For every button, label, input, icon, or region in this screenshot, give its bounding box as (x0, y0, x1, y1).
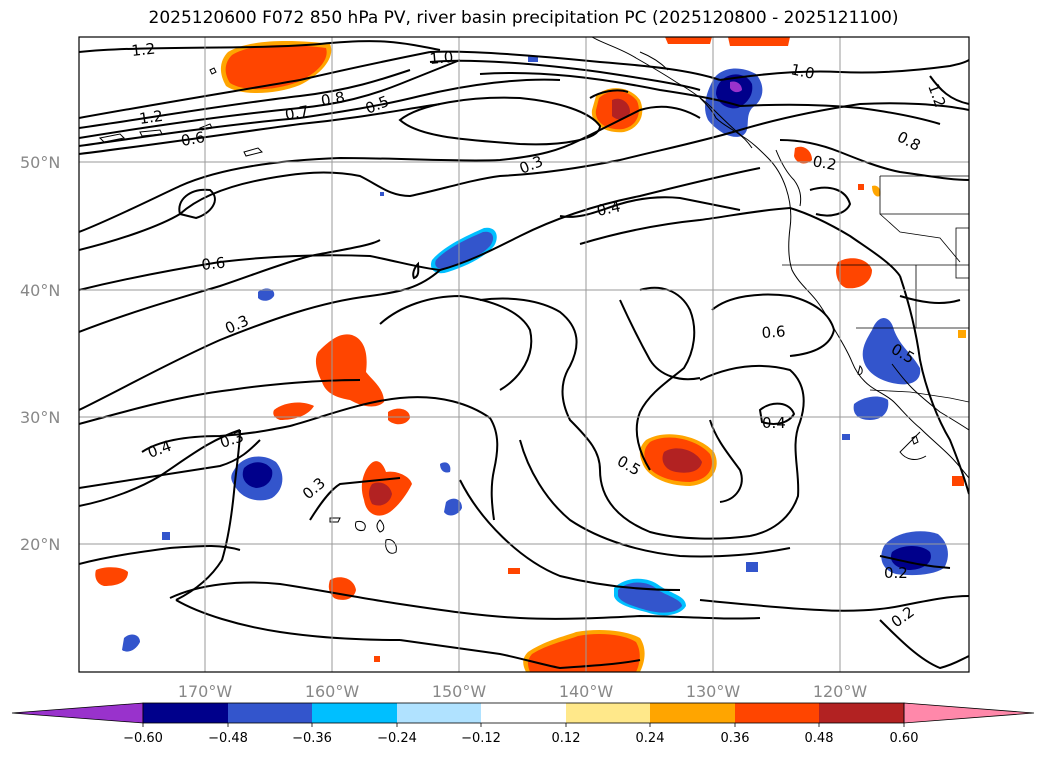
precip-blob (862, 318, 921, 385)
longitude-labels: 170°W 160°W 150°W 140°W 130°W 120°W (178, 682, 868, 701)
precip-blob (122, 634, 140, 652)
colorbar-segment (397, 703, 481, 723)
colorbar-segment (143, 703, 228, 723)
pv-contour-label: 0.7 (284, 102, 311, 124)
precip-blob (273, 402, 314, 420)
map-frame (78, 36, 970, 673)
pv-contour-label: 0.6 (761, 322, 786, 342)
precip-blob (315, 334, 384, 407)
lat-label: 40°N (20, 281, 60, 300)
colorbar-segment (481, 703, 566, 723)
lon-label: 130°W (686, 682, 741, 701)
map-title: 2025120600 F072 850 hPa PV, river basin … (148, 8, 899, 28)
pv-contour-label: 0.2 (884, 564, 908, 582)
colorbar-tick-label: −0.48 (208, 731, 248, 746)
colorbar-segment (735, 703, 819, 723)
colorbar: −0.60 −0.48 −0.36 −0.24 −0.12 0.12 0.24 … (11, 702, 1035, 746)
precip-blob (528, 56, 538, 62)
precip-blob (258, 288, 275, 301)
coastlines (98, 37, 969, 554)
pv-contour-label: 1.0 (789, 60, 816, 83)
precip-blob (853, 396, 889, 420)
precip-blob (444, 498, 462, 516)
lat-label: 20°N (20, 535, 60, 554)
colorbar-tick-label: −0.12 (461, 731, 501, 746)
precip-blob (380, 192, 384, 196)
lon-label: 120°W (813, 682, 868, 701)
lat-label: 30°N (20, 408, 60, 427)
colorbar-extend-min (11, 702, 144, 724)
lon-label: 150°W (432, 682, 487, 701)
lon-label: 170°W (178, 682, 233, 701)
colorbar-tick-label: −0.24 (377, 731, 417, 746)
precip-blob (328, 577, 356, 600)
gridlines (79, 37, 969, 672)
colorbar-tick-label: 0.36 (721, 731, 750, 746)
colorbar-tick-label: −0.60 (123, 731, 163, 746)
precip-blob (858, 184, 864, 190)
precip-blob (746, 562, 758, 572)
colorbar-segment (312, 703, 397, 723)
precip-blob (872, 185, 881, 197)
colorbar-tick-label: 0.12 (552, 731, 581, 746)
precip-blob (842, 434, 850, 440)
lon-label: 140°W (559, 682, 614, 701)
pv-contour-label: 1.0 (429, 48, 454, 68)
precip-blob (388, 408, 410, 425)
precip-blob (665, 37, 712, 44)
pv-contour-label: 1.2 (131, 40, 157, 60)
precip-blob (952, 476, 964, 486)
colorbar-segment (228, 703, 312, 723)
precip-blob (374, 656, 380, 662)
colorbar-tick-label: 0.48 (805, 731, 834, 746)
precip-blob (508, 568, 520, 574)
pv-contour-label: 1.2 (138, 107, 164, 128)
pv-contours (79, 40, 969, 670)
pv-contour-label: 0.8 (320, 88, 347, 110)
colorbar-tick-label: 0.60 (890, 731, 919, 746)
lat-label: 50°N (20, 153, 60, 172)
precip-blob (836, 258, 872, 289)
colorbar-segment (650, 703, 735, 723)
precip-blob (728, 37, 790, 46)
colorbar-extend-max (903, 702, 1035, 724)
colorbar-tick-label: −0.36 (292, 731, 332, 746)
precip-positive-blobs (95, 37, 966, 672)
colorbar-tick-label: 0.24 (636, 731, 665, 746)
map-background (79, 37, 969, 672)
precip-blob (440, 462, 451, 473)
latitude-labels: 50°N 40°N 30°N 20°N (20, 153, 60, 554)
colorbar-segment (566, 703, 650, 723)
precip-blob (95, 567, 128, 586)
state-borders (782, 175, 969, 403)
pv-contour-label: 0.6 (180, 128, 207, 150)
precip-blob (794, 146, 812, 164)
pv-contour-label: 0.2 (811, 152, 838, 174)
pv-contour-label: 0.6 (201, 254, 227, 274)
pv-contour-label: 0.4 (762, 414, 786, 432)
precip-blob (958, 330, 966, 338)
pv-contour-label: 0.4 (595, 197, 622, 220)
precip-blob (162, 532, 170, 540)
lon-label: 160°W (305, 682, 360, 701)
colorbar-segment (819, 703, 904, 723)
precip-negative-blobs (122, 56, 948, 652)
